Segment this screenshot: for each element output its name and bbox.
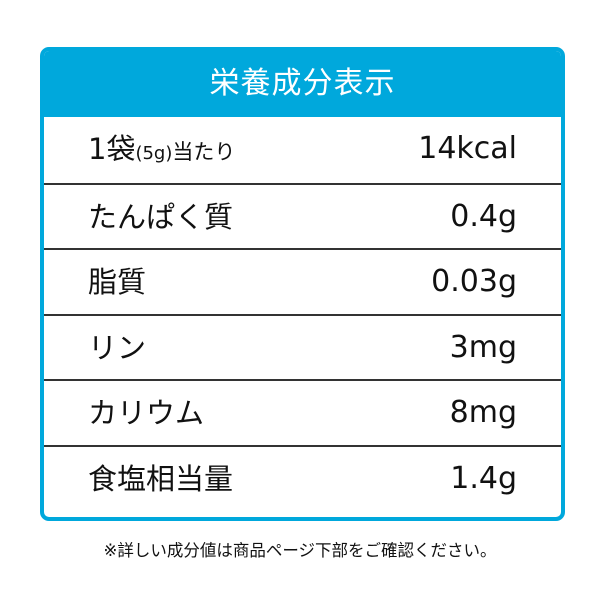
- nutrient-value: 8mg: [449, 395, 517, 430]
- nutrient-label: リン: [88, 330, 147, 365]
- footnote: ※詳しい成分値は商品ページ下部をご確認ください。: [103, 541, 497, 560]
- nutrient-label: たんぱく質: [88, 199, 234, 234]
- nutrient-label: 食塩相当量: [88, 461, 234, 496]
- table-row: たんぱく質 0.4g: [44, 182, 561, 249]
- nutrient-label: カリウム: [88, 396, 205, 430]
- table-row: リン 3mg: [44, 313, 561, 380]
- energy-value: 14kcal: [418, 131, 517, 166]
- table-row: 食塩相当量 1.4g: [44, 444, 561, 511]
- nutrition-facts-table: 栄養成分表示 1袋(5g)当たり 14kcal たんぱく質 0.4g 脂質 0.…: [40, 47, 565, 521]
- nutrient-value: 3mg: [449, 329, 517, 365]
- table-row: カリウム 8mg: [44, 379, 561, 445]
- nutrient-label: 脂質: [88, 265, 147, 299]
- serving-row: 1袋(5g)当たり 14kcal: [44, 117, 561, 183]
- serving-amount: (5g): [135, 143, 173, 164]
- nutrient-value: 0.03g: [431, 264, 517, 299]
- nutrient-value: 0.4g: [450, 198, 517, 234]
- serving-prefix: 1袋: [88, 132, 136, 166]
- table-row: 脂質 0.03g: [44, 248, 561, 314]
- serving-suffix: 当たり: [172, 140, 236, 164]
- table-title: 栄養成分表示: [44, 51, 561, 117]
- serving-label: 1袋(5g)当たり: [88, 117, 235, 186]
- nutrient-value: 1.4g: [450, 460, 517, 496]
